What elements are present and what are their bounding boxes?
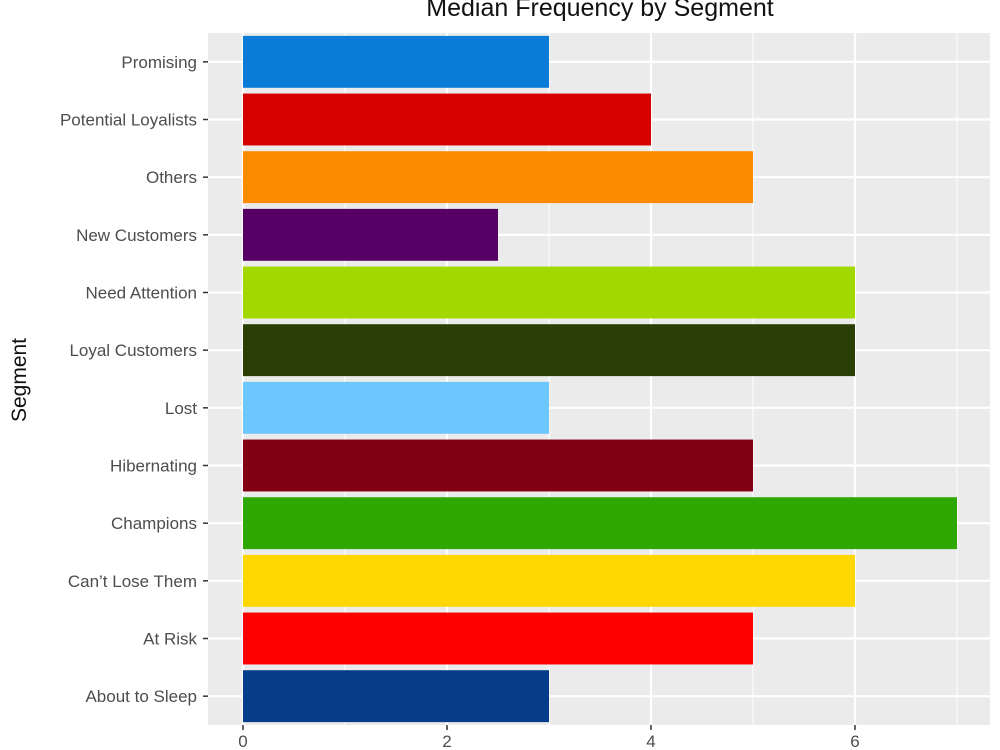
y-tick-label: Need Attention: [85, 284, 197, 303]
bar-lost: [243, 381, 549, 434]
x-tick-label: 6: [850, 732, 859, 750]
chart-title: Median Frequency by Segment: [426, 0, 773, 22]
y-tick-label: Can’t Lose Them: [68, 572, 197, 591]
bar-hibernating: [243, 439, 753, 492]
bar-potential-loyalists: [243, 93, 651, 146]
bar-at-risk: [243, 612, 753, 665]
y-tick-label: Champions: [111, 514, 197, 533]
y-axis-title: Segment: [8, 338, 31, 422]
bar-promising: [243, 35, 549, 88]
plot-panel: [208, 33, 990, 725]
bar-need-attention: [243, 266, 855, 319]
bar-others: [243, 151, 753, 204]
bar-champions: [243, 497, 957, 550]
y-tick-label: Hibernating: [110, 457, 197, 476]
y-tick-label: Promising: [121, 53, 197, 72]
y-tick-label: Others: [146, 168, 197, 187]
y-tick-label: About to Sleep: [85, 687, 197, 706]
x-tick-label: 2: [442, 732, 451, 750]
y-tick-label: Potential Loyalists: [60, 111, 197, 130]
x-tick-label: 4: [646, 732, 655, 750]
bar-about-to-sleep: [243, 670, 549, 723]
bar-can-t-lose-them: [243, 554, 855, 607]
bar-loyal-customers: [243, 324, 855, 377]
y-tick-label: Loyal Customers: [69, 341, 197, 360]
x-tick-label: 0: [238, 732, 247, 750]
y-tick-label: New Customers: [76, 226, 197, 245]
bar-new-customers: [243, 208, 498, 261]
y-tick-label: At Risk: [143, 630, 197, 649]
y-tick-label: Lost: [165, 399, 197, 418]
